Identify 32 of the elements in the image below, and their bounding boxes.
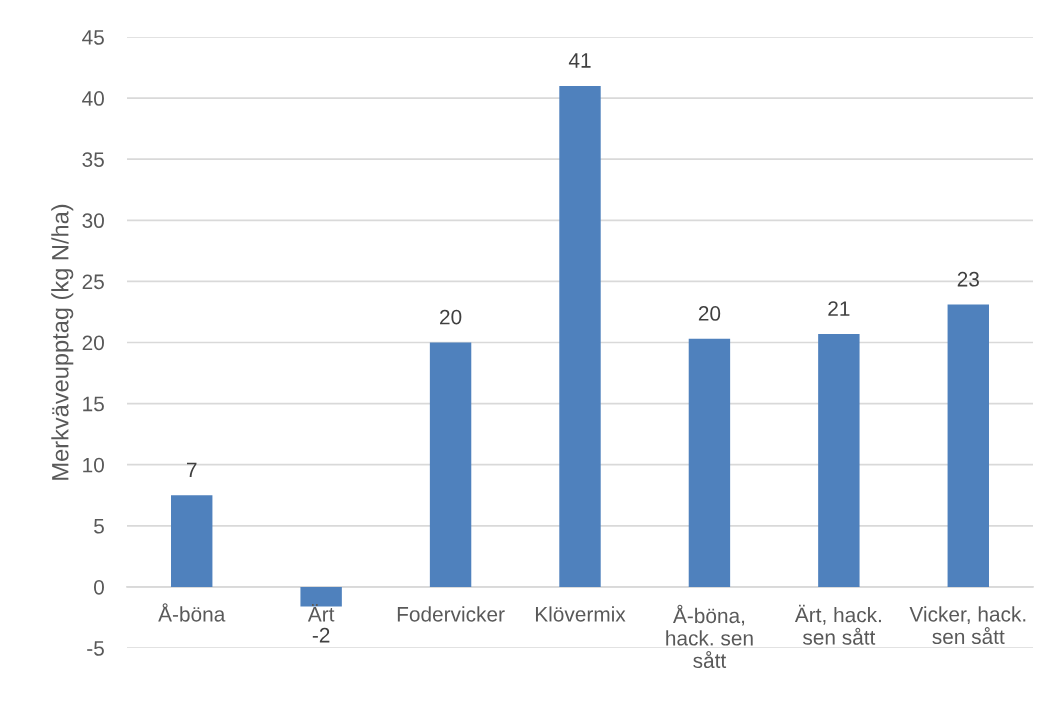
x-tick-label: Vicker, hack. sen sått (909, 606, 1026, 645)
data-label: 20 (698, 306, 721, 321)
y-tick-label: 10 (83, 457, 104, 473)
x-tick-label: Å-böna, hack. sen sått (666, 604, 753, 669)
x-tick-label: Fodervicker (397, 606, 505, 622)
x-tick-label: Klövermix (535, 606, 626, 622)
y-tick-label: -5 (87, 641, 104, 656)
y-tick-label: 0 (94, 579, 104, 595)
y-tick-label: 20 (82, 335, 104, 351)
y-tick-label: 40 (82, 91, 104, 106)
data-label: 23 (957, 271, 979, 287)
y-axis-title: Merkväveupptag (kg N/ha) (51, 204, 74, 480)
data-label: 21 (828, 301, 850, 316)
y-tick-label: 25 (82, 274, 104, 290)
y-tick-label: 30 (82, 213, 104, 229)
y-tick-label: 45 (82, 30, 104, 45)
data-label: 20 (440, 309, 462, 325)
x-tick-label: Å-böna (158, 603, 226, 622)
bar (171, 495, 213, 587)
bar (818, 333, 860, 587)
bar (688, 338, 731, 587)
y-tick-label: 15 (83, 396, 104, 412)
data-label: -2 (312, 627, 330, 643)
bar (559, 85, 601, 587)
y-tick-label: 5 (94, 519, 104, 534)
x-tick-label: Ärt (307, 604, 335, 622)
data-label: 7 (186, 462, 197, 478)
bar (947, 304, 989, 587)
bar (429, 342, 472, 587)
y-tick-label: 35 (82, 152, 104, 167)
data-label: 41 (568, 53, 591, 68)
x-tick-label: Ärt, hack. sen sått (794, 604, 881, 645)
